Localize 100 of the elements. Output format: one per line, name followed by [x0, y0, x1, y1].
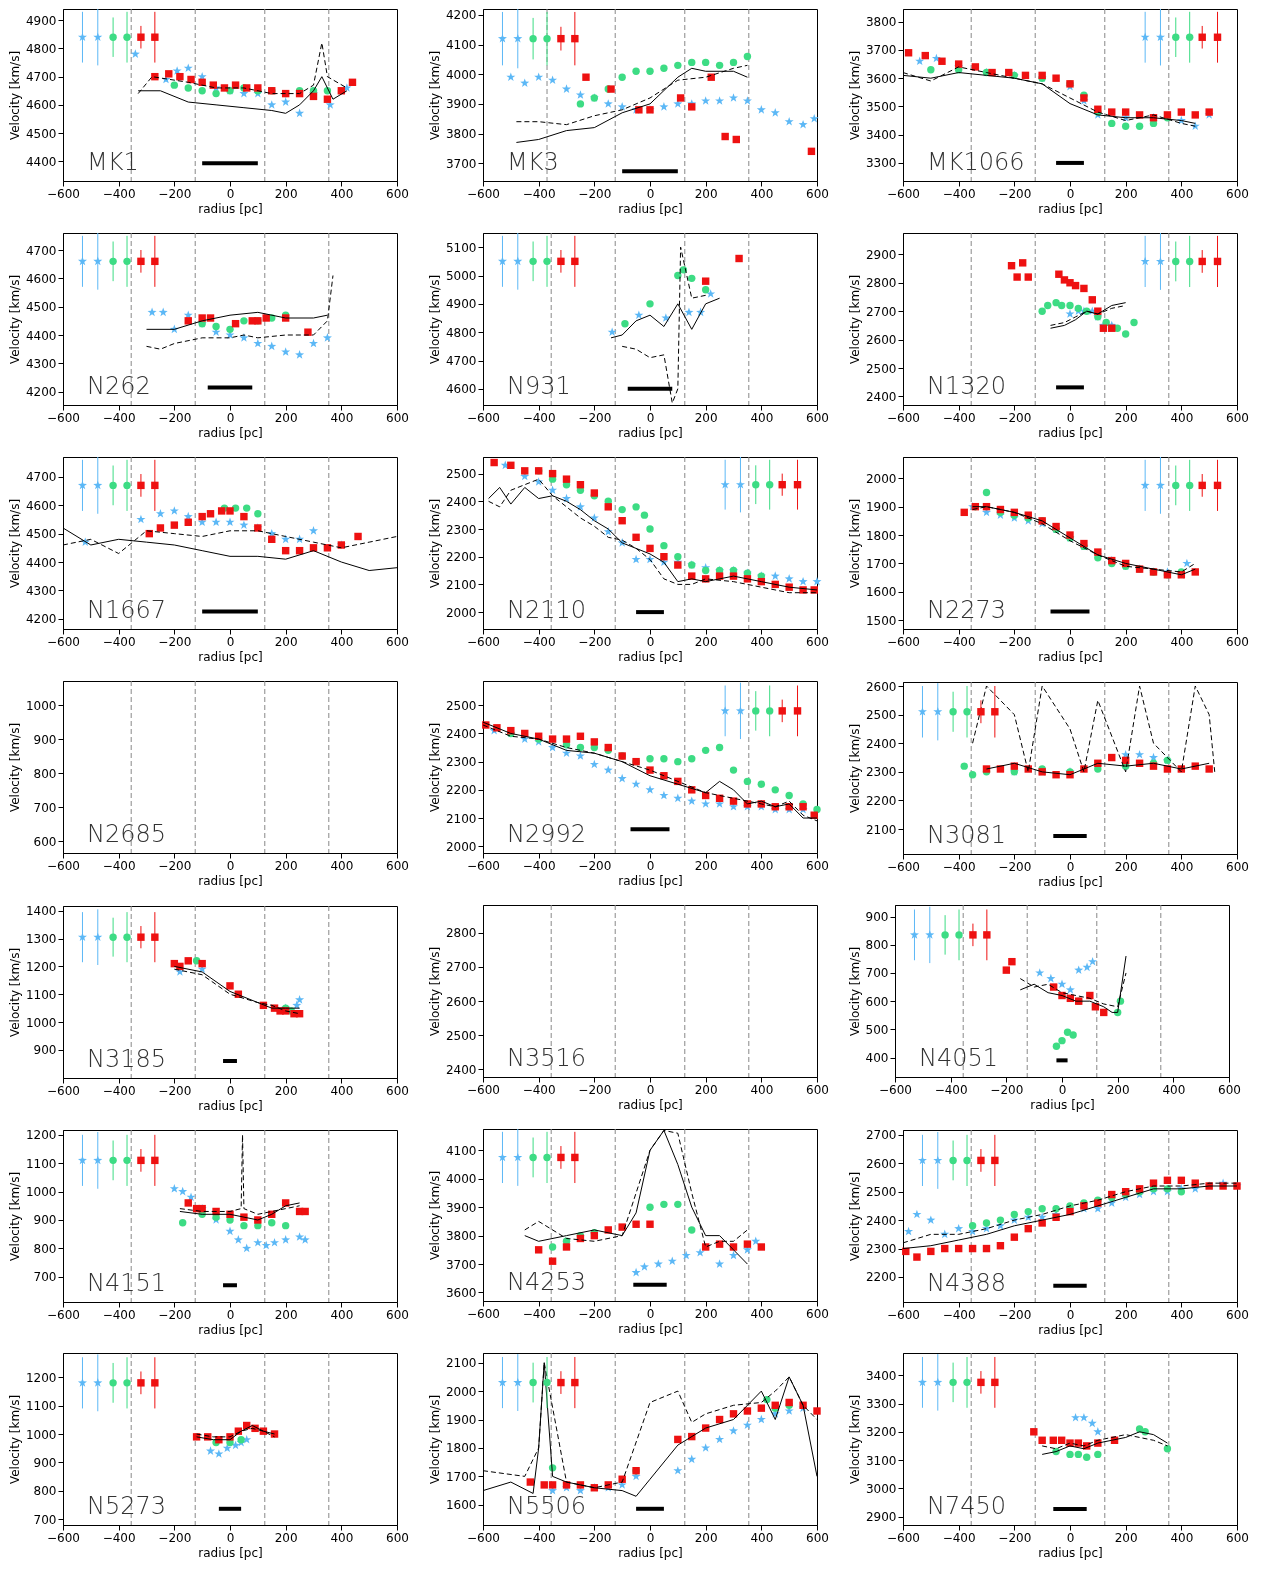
x-tick-label: −600 [467, 634, 500, 649]
y-tick-label: 1900 [445, 1413, 477, 1428]
y-tick-label: 2000 [445, 605, 477, 620]
y-axis-title: Velocity [km/s] [427, 274, 442, 365]
x-tick-label: −200 [158, 858, 192, 873]
y-axis-title: Velocity [km/s] [7, 1171, 22, 1262]
annotation: N4051 [919, 1044, 999, 1072]
x-tick-label: 400 [330, 410, 354, 425]
x-tick-label: −600 [47, 1083, 80, 1098]
y-tick-label: 4500 [25, 527, 57, 542]
y-tick-label: 3700 [865, 43, 897, 58]
y-tick-label: 1400 [25, 904, 57, 919]
y-tick-label: 1200 [25, 1128, 57, 1143]
x-tick-label: −200 [998, 634, 1032, 649]
y-tick-label: 900 [33, 732, 57, 747]
x-tick-label: 200 [1114, 634, 1138, 649]
annotation: N5273 [87, 1492, 167, 1520]
y-tick-label: 3700 [445, 1257, 477, 1272]
y-tick-label: 2600 [445, 994, 477, 1009]
x-tick-label: −200 [578, 410, 612, 425]
y-tick-label: 4200 [25, 612, 57, 627]
x-tick-label: −600 [47, 1307, 80, 1322]
x-tick-label: −200 [158, 1530, 192, 1545]
x-tick-label: −400 [522, 1306, 556, 1321]
annotation: N2273 [927, 596, 1007, 624]
y-axis-title: Velocity [km/s] [427, 1394, 442, 1485]
x-tick-label: 600 [806, 1082, 829, 1097]
annotation: N3185 [87, 1045, 167, 1073]
y-tick-label: 2500 [865, 708, 897, 723]
y-tick-label: 4800 [25, 41, 57, 56]
x-tick-label: 0 [226, 1307, 235, 1322]
x-tick-label: 400 [330, 1530, 354, 1545]
y-tick-label: 5100 [445, 240, 477, 255]
x-tick-label: 600 [806, 410, 829, 425]
x-tick-label: 0 [1066, 1307, 1075, 1322]
y-tick-label: 700 [33, 1512, 57, 1527]
x-tick-label: −200 [158, 410, 192, 425]
y-tick-label: 4500 [25, 300, 57, 315]
x-tick-label: −600 [47, 634, 80, 649]
x-tick-label: 600 [806, 1530, 829, 1545]
x-tick-label: 600 [386, 186, 409, 201]
x-tick-label: 200 [694, 1306, 718, 1321]
y-tick-label: 2500 [445, 1028, 477, 1043]
y-tick-label: 4100 [445, 1143, 477, 1158]
x-tick-label: 600 [1226, 410, 1249, 425]
y-axis-title: Velocity [km/s] [7, 947, 22, 1038]
y-axis-title: Velocity [km/s] [427, 722, 442, 813]
x-axis-title: radius [pc] [1038, 425, 1103, 440]
x-axis-title: radius [pc] [198, 873, 263, 888]
y-tick-label: 3600 [445, 1285, 477, 1300]
y-tick-label: 1500 [865, 613, 897, 628]
x-tick-label: −200 [578, 186, 612, 201]
x-tick-label: 400 [750, 1306, 774, 1321]
y-tick-label: 2100 [445, 811, 477, 826]
x-tick-label: 200 [694, 186, 718, 201]
x-tick-label: 400 [750, 634, 774, 649]
x-tick-label: −200 [578, 1306, 612, 1321]
x-tick-label: −600 [879, 1082, 912, 1097]
x-tick-label: 200 [1114, 1530, 1138, 1545]
x-tick-label: 600 [1226, 634, 1249, 649]
x-tick-label: −600 [467, 1306, 500, 1321]
x-tick-label: 400 [750, 410, 774, 425]
y-tick-label: 2100 [445, 1356, 477, 1371]
y-tick-label: 2500 [865, 1185, 897, 1200]
x-tick-label: 0 [226, 858, 235, 873]
annotation: N1320 [927, 372, 1007, 400]
x-axis-title: radius [pc] [198, 1322, 263, 1337]
x-tick-label: −600 [467, 1082, 500, 1097]
y-tick-label: 3900 [445, 97, 477, 112]
annotation: N4151 [87, 1269, 167, 1297]
x-tick-label: −400 [934, 1082, 968, 1097]
x-tick-label: 600 [386, 634, 409, 649]
x-tick-label: 400 [750, 1082, 774, 1097]
x-tick-label: −400 [942, 1307, 976, 1322]
x-tick-label: 400 [1170, 1530, 1194, 1545]
y-tick-label: 600 [865, 994, 889, 1009]
x-tick-label: 400 [330, 186, 354, 201]
y-tick-label: 4900 [25, 13, 57, 28]
x-tick-label: 200 [694, 410, 718, 425]
x-tick-label: 600 [806, 1306, 829, 1321]
y-tick-label: 3800 [445, 1229, 477, 1244]
y-axis-title: Velocity [km/s] [7, 722, 22, 813]
x-tick-label: 600 [386, 1083, 409, 1098]
y-tick-label: 4500 [25, 126, 57, 141]
x-tick-label: −400 [522, 410, 556, 425]
annotation: N3516 [507, 1044, 587, 1072]
x-tick-label: 0 [646, 858, 655, 873]
y-tick-label: 900 [865, 910, 889, 925]
y-tick-label: 3100 [865, 1453, 897, 1468]
x-tick-label: 200 [274, 634, 298, 649]
x-tick-label: 600 [386, 410, 409, 425]
x-tick-label: 0 [1066, 859, 1075, 874]
y-tick-label: 4700 [445, 354, 477, 369]
y-tick-label: 2500 [865, 361, 897, 376]
y-axis-title: Velocity [km/s] [427, 498, 442, 589]
annotation: MK1066 [927, 148, 1025, 176]
y-tick-label: 1700 [445, 1469, 477, 1484]
annotation: N7450 [927, 1492, 1007, 1520]
y-tick-label: 3800 [865, 15, 897, 30]
x-tick-label: 600 [386, 1530, 409, 1545]
